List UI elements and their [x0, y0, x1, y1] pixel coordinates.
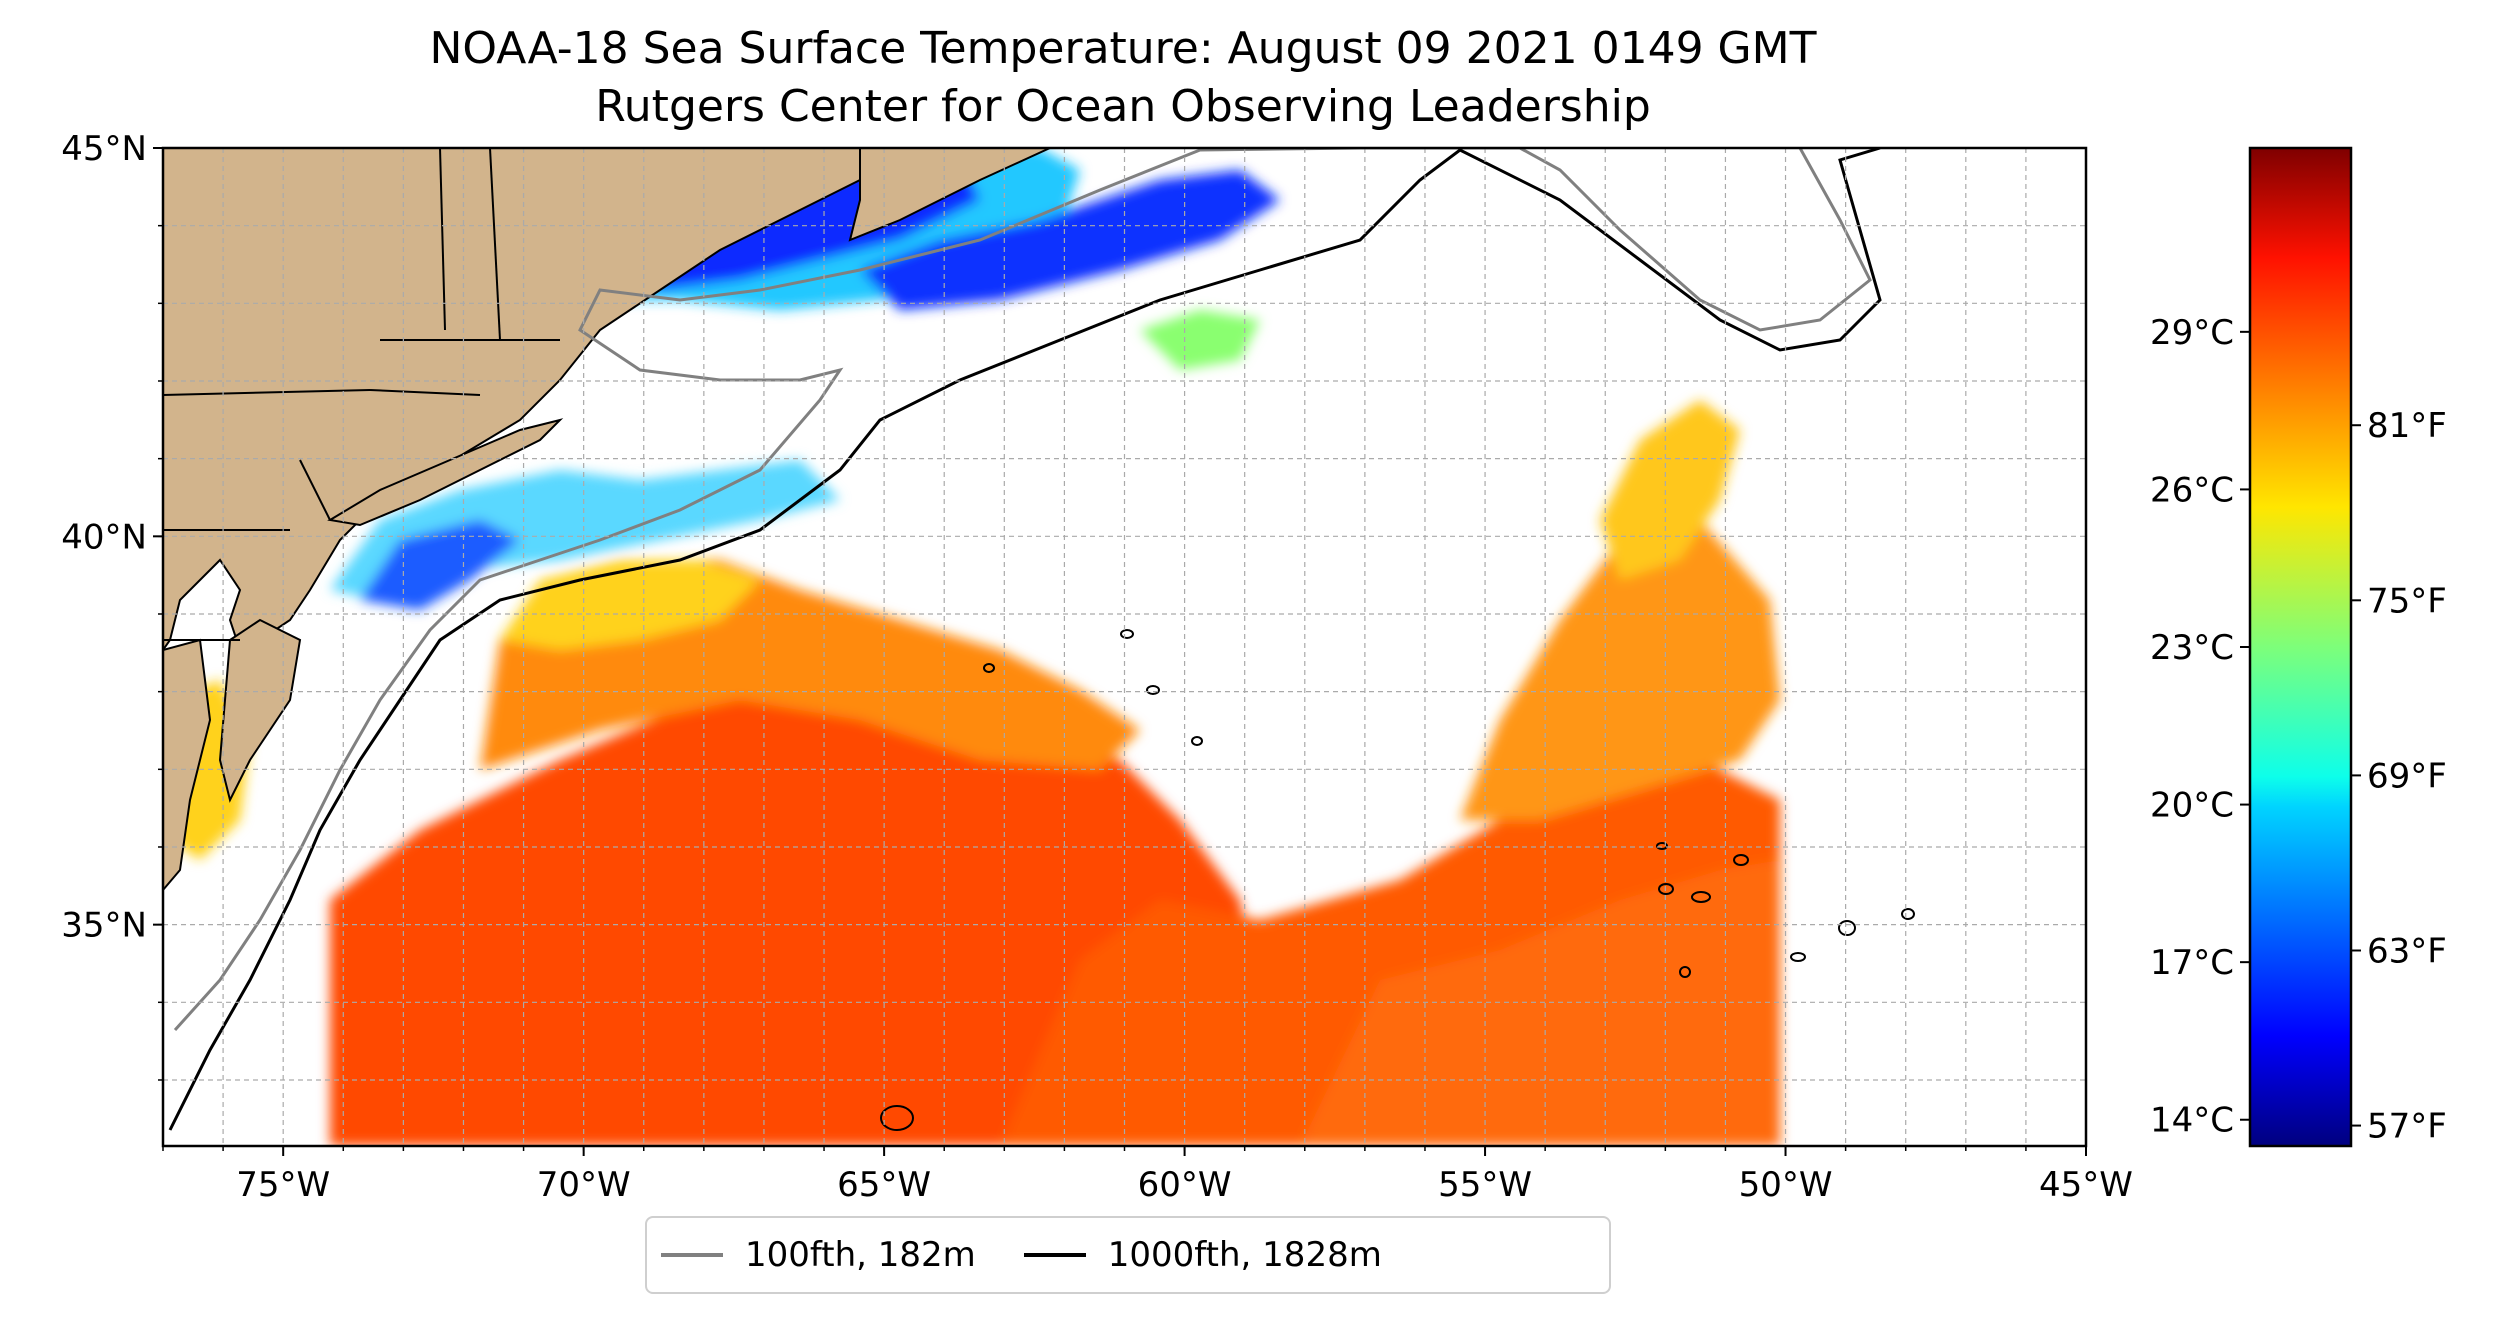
- colorbar-celsius-label: 14°C: [2150, 1101, 2234, 1141]
- legend-entry-100fth: 100fth, 182m: [661, 1235, 976, 1275]
- sst-blue-nova-scotia: [860, 170, 1280, 310]
- colorbar-celsius-label: 29°C: [2150, 313, 2234, 353]
- colorbar-fahrenheit-label: 57°F: [2367, 1107, 2447, 1147]
- legend-label-1000fth: 1000fth, 1828m: [1107, 1235, 1382, 1275]
- isobath-100fth: [173, 148, 1872, 1032]
- longitude-ticks: 75°W 70°W 65°W 60°W 55°W 50°W 45°W: [162, 1146, 2133, 1205]
- lon-tick-label: 70°W: [537, 1165, 631, 1205]
- lon-tick-label: 45°W: [2039, 1165, 2133, 1205]
- lat-tick-label: 45°N: [61, 129, 147, 169]
- sst-plot-area: [163, 148, 2086, 1146]
- land-nova-scotia: [848, 148, 1051, 242]
- colorbar-celsius-label: 23°C: [2150, 628, 2234, 668]
- colorbar-celsius-ticks: 14°C 17°C 20°C 23°C 26°C 29°C: [2150, 313, 2250, 1141]
- lon-tick-label: 50°W: [1739, 1165, 1833, 1205]
- isobath-1000fth: [168, 148, 1882, 1131]
- lat-tick-label: 40°N: [61, 517, 147, 557]
- map-gridlines: [163, 148, 2086, 1146]
- colorbar-celsius-label: 20°C: [2150, 786, 2234, 826]
- colorbar-celsius-label: 17°C: [2150, 943, 2234, 983]
- legend-label-100fth: 100fth, 182m: [745, 1235, 976, 1275]
- colorbar-fahrenheit-label: 63°F: [2367, 931, 2447, 971]
- land-delmarva: [218, 618, 302, 803]
- legend-swatch-1000fth: [1023, 1253, 1086, 1257]
- land-long-island: [327, 418, 564, 527]
- title-line-2: Rutgers Center for Ocean Observing Leade…: [595, 81, 1651, 132]
- state-boundaries: [163, 148, 560, 641]
- legend-entry-1000fth: 1000fth, 1828m: [1023, 1235, 1382, 1275]
- title-line-1: NOAA-18 Sea Surface Temperature: August …: [429, 23, 1817, 74]
- sst-yellow-patch-east: [1600, 400, 1740, 580]
- isobath-legend: 100fth, 182m 1000fth, 1828m: [645, 1216, 1611, 1294]
- land-us-northeast: [163, 148, 882, 652]
- sst-field: [170, 148, 1780, 1146]
- lon-tick-label: 55°W: [1438, 1165, 1532, 1205]
- colorbar-fahrenheit-label: 81°F: [2367, 406, 2447, 446]
- legend-swatch-100fth: [661, 1253, 723, 1257]
- seamount-contours: [880, 629, 1915, 1131]
- lon-tick-label: 60°W: [1138, 1165, 1232, 1205]
- lon-tick-label: 65°W: [837, 1165, 931, 1205]
- lon-tick-label: 75°W: [236, 1165, 330, 1205]
- latitude-ticks: 35°N 40°N 45°N: [61, 129, 163, 1081]
- colorbar-fahrenheit-ticks: 57°F 63°F 69°F 75°F 81°F: [2351, 406, 2447, 1147]
- sst-orange-band-east: [1460, 520, 1780, 820]
- colorbar-fahrenheit-label: 69°F: [2367, 756, 2447, 796]
- lat-tick-label: 35°N: [61, 906, 147, 946]
- sst-green-patch: [1140, 310, 1260, 370]
- colorbar: [2248, 146, 2353, 1148]
- colorbar-celsius-label: 26°C: [2150, 470, 2234, 510]
- chart-title: NOAA-18 Sea Surface Temperature: August …: [160, 20, 2086, 136]
- sst-blue-shelf-south: [360, 520, 520, 610]
- sst-warm-water-southeast: [1300, 860, 1780, 1146]
- colorbar-fahrenheit-label: 75°F: [2367, 581, 2447, 621]
